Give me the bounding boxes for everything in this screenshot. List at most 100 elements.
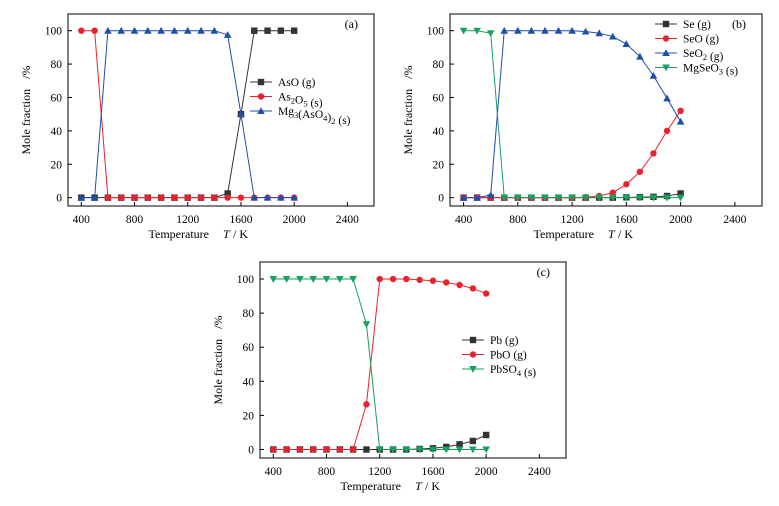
legend-label: Pb (g) xyxy=(490,335,519,347)
y-tick-label: 40 xyxy=(51,126,63,138)
data-point xyxy=(336,446,344,453)
data-point xyxy=(157,194,165,201)
x-axis-label: Temperature T / K xyxy=(341,479,441,493)
data-point xyxy=(649,194,658,202)
data-point xyxy=(290,193,298,201)
data-point xyxy=(224,190,231,197)
data-point xyxy=(677,107,684,115)
data-point xyxy=(78,27,85,34)
x-tick-label: 1600 xyxy=(229,214,252,226)
data-point xyxy=(263,193,272,201)
y-tick-label: 100 xyxy=(237,274,255,286)
y-axis-unit: /% xyxy=(19,66,33,79)
x-tick-label: 2400 xyxy=(528,466,551,478)
x-tick-label: 1200 xyxy=(176,214,199,226)
y-tick-label: 60 xyxy=(243,342,255,354)
data-point xyxy=(581,194,590,202)
data-point xyxy=(429,446,437,454)
legend: Se (g) SeO (g) SeO2 (g)MgSeO3 (s) xyxy=(655,19,738,78)
panel-label: (b) xyxy=(732,17,746,31)
y-tick-label: 20 xyxy=(243,410,255,422)
legend-marker xyxy=(662,35,670,42)
data-point xyxy=(581,27,590,35)
y-tick-label: 80 xyxy=(433,59,445,71)
data-point xyxy=(157,26,165,34)
legend: AsO (g) As2O5 (s)Mg3(AsO4)2 (s) xyxy=(250,77,351,127)
legend-item-pbo-g: PbO (g) xyxy=(462,350,527,362)
x-axis-label: Temperature T / K xyxy=(534,227,634,241)
data-point xyxy=(663,194,671,202)
plot-frame xyxy=(67,13,375,207)
series-line xyxy=(273,278,487,450)
y-tick-label: 0 xyxy=(248,444,254,456)
data-point xyxy=(296,276,304,283)
data-point xyxy=(363,401,370,408)
legend-label: PbSO4 (s) xyxy=(490,364,536,379)
data-point xyxy=(131,194,138,201)
chart-panel-b: 400 800 1200 1600 2000 2400 0 20 40 60 80 100 Temper… xyxy=(401,13,763,241)
data-point xyxy=(469,285,477,292)
series-aso-g xyxy=(78,27,298,201)
data-point xyxy=(322,276,331,283)
data-point xyxy=(609,189,616,196)
data-point xyxy=(269,276,278,283)
data-point xyxy=(104,26,112,34)
x-axis-unit: / K xyxy=(233,227,248,241)
data-point xyxy=(663,94,671,102)
data-point xyxy=(277,27,285,34)
legend-marker xyxy=(469,366,477,373)
data-point xyxy=(554,26,563,34)
data-point xyxy=(171,194,178,201)
data-point xyxy=(223,31,232,38)
data-point xyxy=(442,446,451,454)
data-point xyxy=(500,194,509,202)
data-point xyxy=(486,191,495,199)
data-point xyxy=(482,431,490,439)
y-tick-label: 60 xyxy=(51,92,63,104)
y-axis-label: Mole fraction /% xyxy=(401,66,415,155)
x-axis-symbol: T xyxy=(415,479,423,493)
data-point xyxy=(443,279,450,286)
data-point xyxy=(310,446,317,453)
data-point xyxy=(183,26,192,34)
y-tick-label: 20 xyxy=(51,159,63,171)
x-axis-title: Temperature xyxy=(341,479,401,493)
legend-label: Mg3(AsO4)2 (s) xyxy=(278,106,351,127)
legend: Pb (g) PbO (g) PbSO4 (s) xyxy=(462,335,536,379)
data-point xyxy=(283,446,290,453)
data-point xyxy=(623,181,630,188)
x-tick-label: 400 xyxy=(73,214,91,226)
data-point xyxy=(568,26,576,34)
data-point xyxy=(469,446,477,454)
series-pbso4-s xyxy=(269,276,490,454)
data-point xyxy=(649,71,658,79)
data-point xyxy=(650,150,657,157)
y-axis-title: Mole fraction xyxy=(211,339,225,405)
y-tick-label: 60 xyxy=(433,92,445,104)
data-point xyxy=(362,321,371,329)
series-mgseo3-s xyxy=(459,27,685,202)
data-point xyxy=(375,446,384,454)
data-point xyxy=(527,194,536,202)
x-axis-unit: / K xyxy=(425,479,440,493)
data-point xyxy=(455,446,464,454)
x-axis-symbol: T xyxy=(223,227,231,241)
x-tick-label: 2000 xyxy=(669,214,692,226)
data-point xyxy=(415,446,424,454)
y-tick-label: 100 xyxy=(45,26,63,38)
x-tick-label: 800 xyxy=(318,466,336,478)
x-tick-label: 800 xyxy=(126,214,144,226)
plot-frame xyxy=(259,261,567,459)
data-point xyxy=(389,275,397,283)
data-point xyxy=(676,194,685,202)
data-point xyxy=(554,194,563,202)
data-point xyxy=(264,27,271,34)
data-point xyxy=(636,52,644,60)
x-tick-label: 800 xyxy=(509,214,527,226)
chart-panel-a: 400 800 1200 1600 2000 2400 0 20 40 60 80 100 Temper… xyxy=(19,13,375,241)
data-point xyxy=(197,26,205,34)
data-point xyxy=(251,27,258,34)
data-point xyxy=(416,276,423,284)
legend-label: As2O5 (s) xyxy=(278,92,323,110)
